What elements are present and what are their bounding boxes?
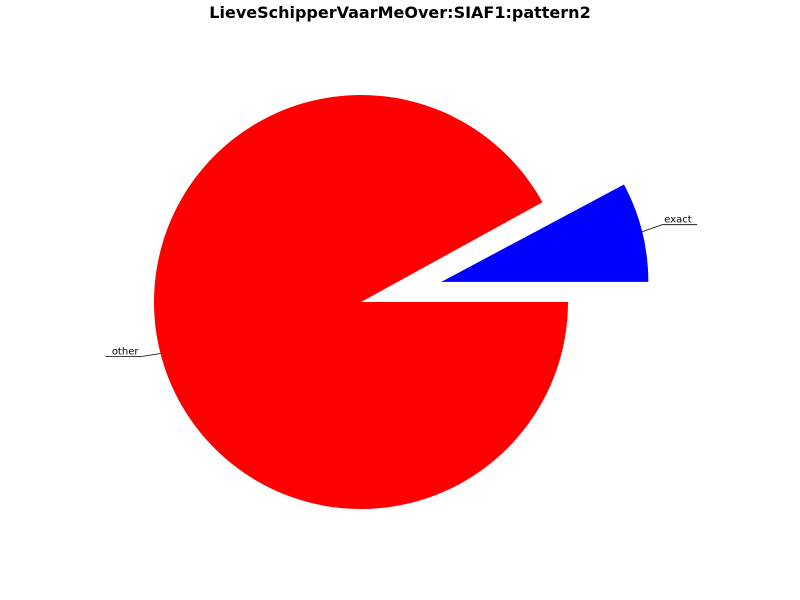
pie-slice-unlabeled-3	[433, 163, 616, 263]
leader-line-other	[105, 353, 161, 358]
chart-title: LieveSchipperVaarMeOver:SIAF1:pattern2	[209, 3, 590, 22]
pie-slice-exact	[441, 184, 649, 282]
pie-slice-unlabeled-2	[433, 164, 617, 263]
pie-slices	[153, 94, 649, 510]
pie-slice-unlabeled-1	[433, 164, 617, 263]
slice-label-other: other	[112, 347, 140, 358]
pie-slice-other	[153, 94, 568, 510]
pie-labels: exact other	[105, 215, 698, 358]
pie-slice-unlabeled-4	[433, 162, 616, 263]
slice-label-exact: exact	[664, 215, 692, 226]
leader-line-exact	[642, 224, 698, 233]
